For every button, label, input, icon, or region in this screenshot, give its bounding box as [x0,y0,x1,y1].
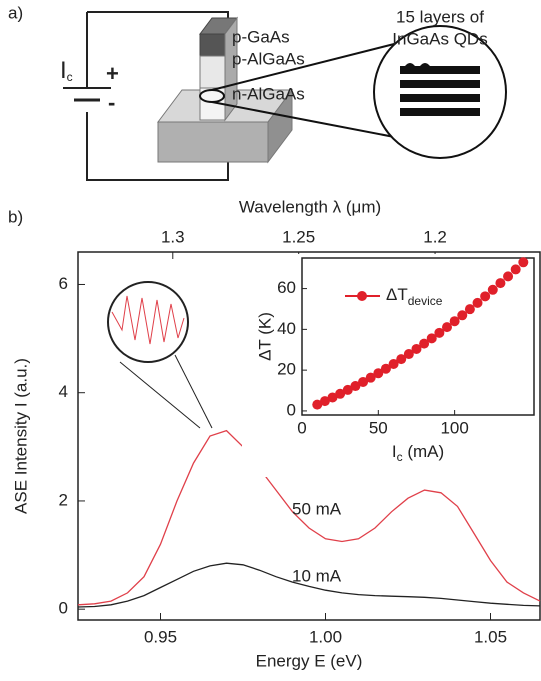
inset-point [342,384,353,395]
series-label: 10 mA [292,566,342,585]
inset-point [487,284,498,295]
zoom-circle [107,281,189,363]
inset-point [434,327,445,338]
zoom-label: InGaAs QDs [392,29,487,48]
zoom-trace [111,295,185,345]
layer-p-gaas [199,33,226,57]
x2-axis-title: Wavelength λ (μm) [239,197,381,216]
inset-point [350,381,361,392]
inset-point [373,368,384,379]
x-axis-title: Energy E (eV) [256,651,363,670]
inset-frame [301,257,535,416]
x-tick-label: 0.95 [144,627,177,646]
inset-point [403,349,414,360]
inset-point [358,376,369,387]
inset-y-tick-label: 40 [277,319,296,338]
layer-p-algaas [199,55,226,89]
inset-point [503,271,514,282]
x2-tick-label: 1.3 [161,227,185,246]
x-tick-label: 1.05 [474,627,507,646]
zoom-line [119,361,201,429]
inset-point [449,316,460,327]
inset-y-axis-title: ΔT (K) [255,312,274,361]
minus: - [108,90,115,115]
inset-y-tick-label: 0 [287,400,296,419]
inset-x-tick-label: 0 [297,418,306,437]
substrate-front [157,121,269,163]
legend-label: ΔTdevice [386,285,443,308]
inset-point [464,304,475,315]
inset-point [319,396,330,407]
zoom-label: 15 layers of [396,7,484,26]
panel-label: a) [8,3,23,22]
y-tick-label: 6 [59,274,68,293]
inset-point [419,338,430,349]
inset-point [411,343,422,354]
x2-tick-label: 1.25 [282,227,315,246]
panel-a: a) Ic + - p-GaAs p-AlGaAs n-AlGaAs 15 la… [8,3,507,181]
inset-x-tick-label: 50 [369,418,388,437]
inset-point [472,297,483,308]
plot-frame [77,251,541,621]
inset-point [312,399,323,410]
panel-label: b) [8,207,23,226]
series-label: 50 mA [292,499,342,518]
inset-point [365,372,376,383]
x-tick-label: 1.00 [309,627,342,646]
inset-point [518,257,529,268]
inset-point [426,333,437,344]
inset-point [495,278,506,289]
inset-y-tick-label: 60 [277,278,296,297]
layer-label: p-GaAs [232,27,290,46]
inset-point [396,354,407,365]
inset-point [380,363,391,374]
zoom-line [211,39,411,91]
inset-point [480,291,491,302]
x2-tick-label: 1.2 [423,227,447,246]
y-axis-title: ASE Intensity I (a.u.) [11,358,30,514]
y-tick-label: 0 [59,599,68,618]
inset-point [442,322,452,333]
inset-x-axis-title: Ic (mA) [392,442,444,464]
inset-point [327,392,338,403]
inset-point [457,310,468,321]
layer-label: n-AlGaAs [232,84,305,103]
layer-label: p-AlGaAs [232,49,305,68]
inset-point [510,264,521,275]
layer-side [224,16,238,122]
y-tick-label: 4 [59,382,68,401]
inset-y-tick-label: 20 [277,360,296,379]
zoom-circle [373,25,507,159]
zoom-line [174,354,213,429]
plus: + [106,61,119,86]
y-tick-label: 2 [59,490,68,509]
legend-marker [357,291,367,301]
zoom-line [211,101,411,141]
source-label: Ic [60,57,73,84]
series-line [77,562,541,608]
series-line [77,429,541,606]
inset-x-tick-label: 100 [440,418,468,437]
substrate-side [267,88,293,164]
inset-point [388,359,399,370]
inset-point [335,388,346,399]
qd-layers [400,63,480,116]
